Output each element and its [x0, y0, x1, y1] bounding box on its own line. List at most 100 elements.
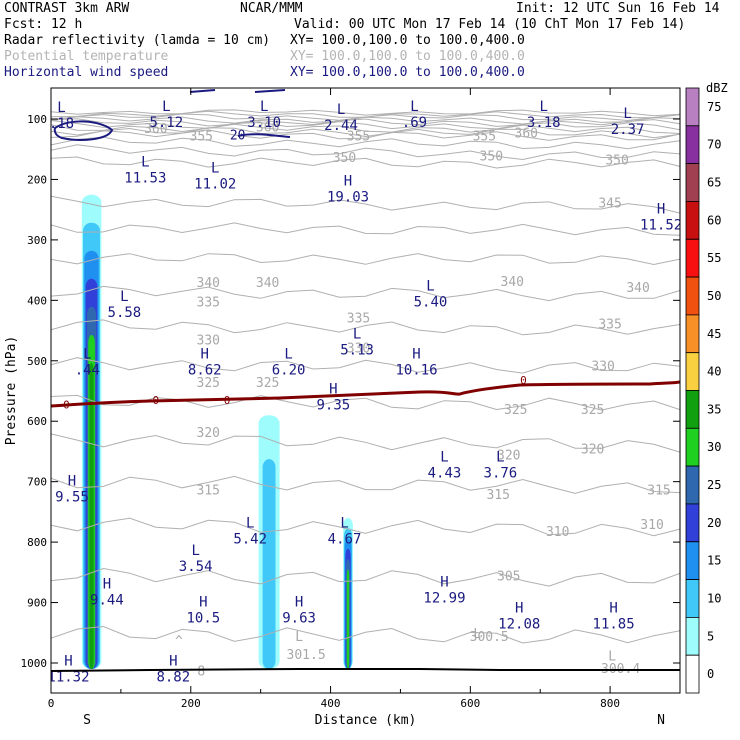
wind-extremum-value: 6.20 — [272, 363, 306, 379]
colorbar-level-label: 55 — [707, 251, 721, 265]
theta-contour-line — [51, 144, 680, 161]
theta-contour-label: 355 — [473, 129, 496, 144]
colorbar-unit: dBZ — [706, 81, 728, 95]
reflectivity-column — [346, 569, 350, 669]
x-tick-label: 600 — [460, 697, 480, 710]
y-tick-label: 800 — [27, 536, 47, 549]
y-axis-label: Pressure (hPa) — [4, 336, 19, 446]
theta-contour-label: 355 — [347, 129, 370, 144]
wind-extremum-type: H — [103, 576, 111, 592]
theta-contour-line — [51, 222, 680, 236]
colorbar-swatch — [685, 200, 700, 240]
wind-extremum-value: 4.43 — [428, 465, 462, 481]
colorbar-swatch — [685, 427, 700, 467]
colorbar-swatch — [685, 465, 700, 505]
wind-extremum-value: 11.52 — [640, 218, 682, 234]
wind-extremum-type: L — [284, 347, 292, 363]
theta-contour-label: 8 — [197, 664, 205, 679]
theta-contour-line — [51, 127, 680, 139]
xy-wind: XY= 100.0,100.0 to 100.0,400.0 — [290, 65, 525, 80]
valid-time: Valid: 00 UTC Mon 17 Feb 14 (10 ChT Mon … — [294, 17, 686, 32]
theta-contour-line — [51, 123, 680, 134]
reflectivity-layer — [81, 194, 353, 670]
y-tick-label: 600 — [27, 415, 47, 428]
theta-contour-label: 340 — [626, 281, 649, 296]
wind-extremum-value: 3.54 — [179, 559, 213, 575]
theta-contour-label: 315 — [487, 488, 510, 503]
theta-contour-line — [51, 156, 680, 169]
field-wind: Horizontal wind speed — [4, 65, 169, 80]
theta-contour-label: 360 — [144, 122, 167, 137]
theta-contour-line — [51, 195, 680, 214]
wind-extremum-value: 2.44 — [324, 118, 358, 134]
wind-extremum-value: 11.32 — [47, 670, 89, 686]
theta-contour-line — [51, 357, 680, 374]
wind-extremum-type: H — [201, 347, 209, 363]
wind-extremum-type: H — [68, 474, 76, 490]
theta-contour-label: 301.5 — [287, 648, 326, 663]
wind-extremum-type: L — [260, 99, 268, 115]
wind-extremum-value: 9.44 — [90, 592, 124, 608]
field-theta: Potential temperature — [4, 49, 169, 64]
wind-extremum-value: 11.85 — [593, 616, 635, 632]
plot-frame — [50, 87, 681, 694]
zero-line — [51, 380, 680, 408]
theta-contour-label: 340 — [197, 276, 220, 291]
field-reflectivity: Radar reflectivity (lamda = 10 cm) — [4, 33, 271, 48]
theta-contour-label: 335 — [197, 296, 220, 311]
colorbar-level-label: 0 — [707, 667, 714, 681]
wind-extremum-value: 12.99 — [423, 590, 465, 606]
wind-extremum-value: 8.82 — [156, 670, 190, 686]
theta-contour-label: 320 — [497, 448, 520, 463]
wind-extremum-value: 9.35 — [316, 398, 350, 414]
wind-extremum-type: L — [340, 515, 348, 531]
wind-extremum-type: H — [412, 347, 420, 363]
theta-contour-label: 335 — [598, 317, 621, 332]
wind-extremum-value: 5.58 — [108, 305, 142, 321]
wind-extremum-value: 3.76 — [484, 465, 518, 481]
theta-contour-label: 345 — [598, 196, 621, 211]
zero-line-label: 0 — [153, 394, 160, 407]
wind-extremum-type: H — [344, 174, 352, 190]
theta-contour-label: L — [473, 627, 481, 642]
wind-extremum-type: L — [120, 289, 128, 305]
wind-extremum-type: L — [426, 278, 434, 294]
theta-contour-label: 340 — [501, 275, 524, 290]
theta-contour-label: 360 — [256, 120, 279, 135]
colorbar-level-label: 50 — [707, 289, 721, 303]
wind-extremum-type: L — [83, 347, 91, 363]
wind-extremum-value: 11.53 — [124, 170, 166, 186]
colorbar-swatch — [685, 87, 700, 127]
wind-contour — [237, 133, 291, 138]
wind-extremum-value: 9.63 — [282, 610, 316, 626]
wind-extremum-value: 9.55 — [55, 490, 89, 506]
wind-extremum-value: .44 — [75, 363, 100, 379]
wind-contour — [189, 89, 286, 93]
colorbar-swatch — [685, 654, 700, 694]
x-tick-label: 400 — [321, 697, 341, 710]
colorbar-level-label: 10 — [707, 592, 721, 606]
wind-extremum-type: H — [64, 654, 72, 670]
wind-extremum-value: 8.62 — [188, 363, 222, 379]
wind-extremum-type: H — [515, 600, 523, 616]
theta-contour-label: 320 — [581, 442, 604, 457]
x-end-label-right: N — [657, 713, 665, 728]
theta-contour-line — [51, 433, 680, 453]
wind-extremum-type: L — [623, 106, 631, 122]
theta-contour-line — [51, 120, 680, 131]
colorbar-level-label: 40 — [707, 365, 721, 379]
wind-extremum-type: L — [211, 160, 219, 176]
wind-extremum-value: .69 — [402, 115, 427, 131]
x-tick-label: 200 — [181, 697, 201, 710]
colorbar-level-label: 5 — [707, 629, 714, 643]
wind-extremum-type: L — [57, 100, 65, 116]
theta-contour-label: 355 — [190, 129, 213, 144]
colorbar-level-label: 60 — [707, 213, 721, 227]
wind-contour-label: 20 — [230, 129, 246, 144]
wind-contour — [53, 120, 114, 141]
theta-contour-line — [51, 475, 680, 494]
wind-extremum-value: 19.03 — [327, 190, 369, 206]
y-tick-label: 100 — [27, 113, 47, 126]
colorbar-swatch — [685, 125, 700, 165]
